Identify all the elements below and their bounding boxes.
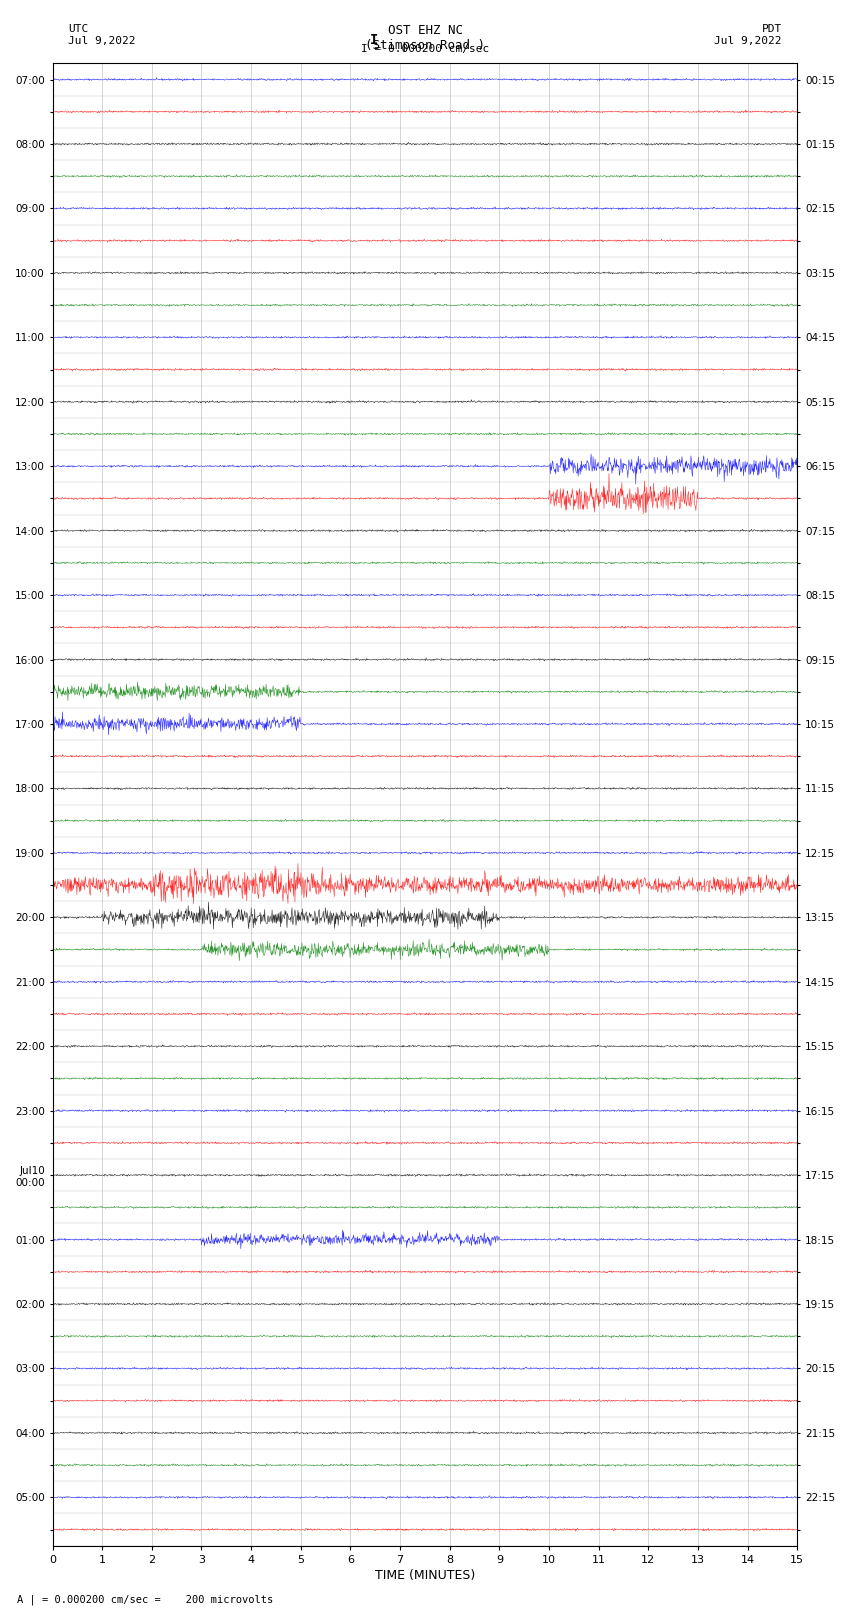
Text: OST EHZ NC
(Stimpson Road ): OST EHZ NC (Stimpson Road ) (365, 24, 485, 52)
Text: I = 0.000200 cm/sec: I = 0.000200 cm/sec (361, 44, 489, 53)
X-axis label: TIME (MINUTES): TIME (MINUTES) (375, 1569, 475, 1582)
Text: I: I (370, 34, 378, 47)
Text: A | = 0.000200 cm/sec =    200 microvolts: A | = 0.000200 cm/sec = 200 microvolts (17, 1594, 273, 1605)
Text: PDT
Jul 9,2022: PDT Jul 9,2022 (715, 24, 782, 45)
Text: UTC
Jul 9,2022: UTC Jul 9,2022 (68, 24, 135, 45)
